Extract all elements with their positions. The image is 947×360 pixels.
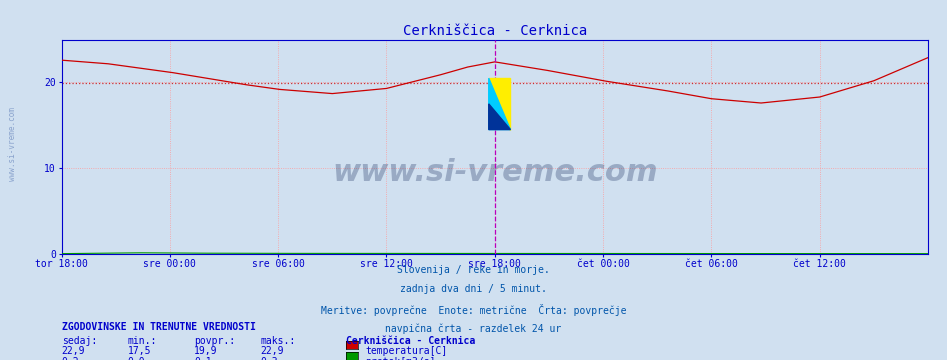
Text: 0,1: 0,1 [194, 357, 212, 360]
Text: 17,5: 17,5 [128, 346, 152, 356]
Text: navpična črta - razdelek 24 ur: navpična črta - razdelek 24 ur [385, 324, 562, 334]
Text: Slovenija / reke in morje.: Slovenija / reke in morje. [397, 265, 550, 275]
Title: Cerkniščica - Cerknica: Cerkniščica - Cerknica [402, 24, 587, 39]
Text: ZGODOVINSKE IN TRENUTNE VREDNOSTI: ZGODOVINSKE IN TRENUTNE VREDNOSTI [62, 322, 256, 332]
Text: povpr.:: povpr.: [194, 336, 235, 346]
Text: Meritve: povprečne  Enote: metrične  Črta: povprečje: Meritve: povprečne Enote: metrične Črta:… [321, 304, 626, 316]
Text: pretok[m3/s]: pretok[m3/s] [366, 357, 436, 360]
Text: 0,0: 0,0 [128, 357, 146, 360]
Text: 19,9: 19,9 [194, 346, 218, 356]
Text: 0,2: 0,2 [62, 357, 80, 360]
Text: 0,3: 0,3 [260, 357, 278, 360]
Polygon shape [489, 78, 510, 130]
Text: Cerkniščica - Cerknica: Cerkniščica - Cerknica [346, 336, 474, 346]
Text: 22,9: 22,9 [62, 346, 85, 356]
Text: 22,9: 22,9 [260, 346, 284, 356]
Text: temperatura[C]: temperatura[C] [366, 346, 448, 356]
Polygon shape [489, 104, 510, 130]
Text: www.si-vreme.com: www.si-vreme.com [332, 158, 657, 187]
Text: sedaj:: sedaj: [62, 336, 97, 346]
Text: min.:: min.: [128, 336, 157, 346]
Text: www.si-vreme.com: www.si-vreme.com [8, 107, 17, 181]
Text: zadnja dva dni / 5 minut.: zadnja dva dni / 5 minut. [400, 284, 547, 294]
Polygon shape [489, 78, 510, 130]
Text: maks.:: maks.: [260, 336, 295, 346]
